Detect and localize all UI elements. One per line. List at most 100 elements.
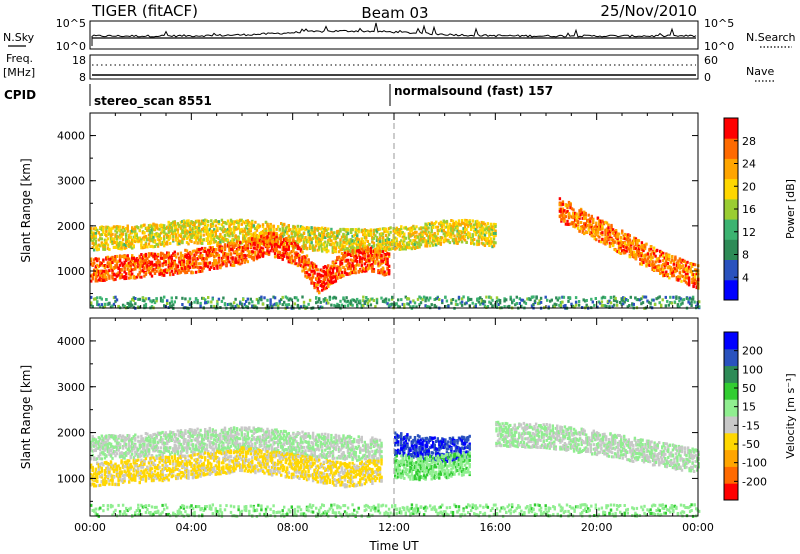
heatmap-cell bbox=[334, 240, 338, 244]
heatmap-cell bbox=[325, 234, 328, 238]
heatmap-cell bbox=[272, 230, 275, 234]
heatmap-cell bbox=[173, 250, 176, 254]
heatmap-cell bbox=[125, 275, 128, 279]
heatmap-cell bbox=[333, 249, 336, 253]
heatmap-cell bbox=[226, 241, 230, 244]
heatmap-cell bbox=[318, 291, 321, 295]
heatmap-cell bbox=[416, 235, 420, 239]
heatmap-cell bbox=[105, 298, 108, 301]
heatmap-cell bbox=[257, 226, 260, 230]
heatmap-cell bbox=[117, 242, 120, 246]
heatmap-cell bbox=[181, 296, 184, 300]
heatmap-cell bbox=[286, 231, 289, 235]
heatmap-cell bbox=[222, 225, 225, 229]
heatmap-cell bbox=[473, 238, 476, 241]
beam-title: Beam 03 bbox=[361, 4, 428, 22]
heatmap-cell bbox=[226, 232, 230, 236]
heatmap-cell bbox=[339, 248, 342, 252]
heatmap-cell bbox=[121, 226, 125, 230]
heatmap-cell bbox=[278, 251, 281, 254]
heatmap-cell bbox=[243, 221, 246, 225]
heatmap-cell bbox=[448, 241, 452, 245]
heatmap-cell bbox=[166, 299, 169, 303]
heatmap-cell bbox=[607, 223, 610, 227]
heatmap-cell bbox=[308, 245, 312, 249]
heatmap-cell bbox=[327, 232, 330, 235]
heatmap-cell bbox=[166, 233, 169, 237]
heatmap-cell bbox=[313, 226, 316, 230]
heatmap-cell bbox=[93, 248, 96, 252]
heatmap-cell bbox=[354, 271, 357, 275]
heatmap-cell bbox=[257, 224, 260, 228]
heatmap-cell bbox=[368, 242, 371, 246]
heatmap-cell bbox=[223, 234, 227, 237]
heatmap-cell bbox=[255, 234, 259, 237]
heatmap-cell bbox=[96, 248, 99, 251]
heatmap-cell bbox=[102, 245, 105, 249]
heatmap-cell bbox=[217, 260, 221, 264]
heatmap-cell bbox=[128, 242, 131, 246]
heatmap-cell bbox=[228, 222, 231, 226]
heatmap-cell bbox=[237, 225, 240, 229]
heatmap-cell bbox=[492, 244, 496, 248]
heatmap-cell bbox=[340, 261, 344, 265]
heatmap-cell bbox=[330, 243, 333, 247]
heatmap-cell bbox=[671, 255, 674, 259]
heatmap-cell bbox=[202, 229, 205, 233]
heatmap-cell bbox=[155, 242, 158, 246]
heatmap-cell bbox=[631, 242, 634, 245]
heatmap-cell bbox=[114, 246, 117, 249]
heatmap-cell bbox=[251, 225, 254, 229]
heatmap-cell bbox=[210, 240, 213, 243]
heatmap-cell bbox=[318, 246, 321, 250]
heatmap-cell bbox=[252, 234, 255, 238]
heatmap-cell bbox=[147, 238, 151, 242]
heatmap-cell bbox=[158, 238, 161, 242]
heatmap-cell bbox=[351, 303, 354, 307]
heatmap-cell bbox=[283, 229, 286, 233]
heatmap-cell bbox=[96, 228, 99, 232]
heatmap-cell bbox=[231, 237, 234, 241]
heatmap-cell bbox=[318, 227, 321, 230]
heatmap-cell bbox=[91, 231, 94, 235]
heatmap-cell bbox=[132, 244, 135, 248]
heatmap-cell bbox=[608, 233, 612, 237]
heatmap-cell bbox=[223, 303, 227, 307]
heatmap-cell bbox=[302, 247, 306, 250]
heatmap-cell bbox=[290, 232, 293, 235]
heatmap-cell bbox=[628, 234, 631, 238]
heatmap-cells bbox=[90, 197, 701, 310]
heatmap-cell bbox=[366, 246, 369, 250]
heatmap-cell bbox=[166, 242, 169, 246]
heatmap-cell bbox=[158, 233, 161, 237]
heatmap-cell bbox=[141, 246, 145, 250]
heatmap-cell bbox=[96, 296, 99, 300]
heatmap-cell bbox=[181, 220, 184, 223]
heatmap-cell bbox=[430, 230, 433, 234]
heatmap-cell bbox=[353, 249, 356, 253]
heatmap-cell bbox=[173, 229, 176, 233]
heatmap-cell bbox=[202, 219, 205, 223]
nsky-tick-bottom: 10^0 bbox=[56, 40, 86, 53]
heatmap-cell bbox=[272, 232, 275, 236]
heatmap-cell bbox=[179, 240, 183, 244]
heatmap-cell bbox=[289, 239, 292, 243]
heatmap-cell bbox=[315, 238, 318, 242]
heatmap-cell bbox=[137, 236, 140, 240]
heatmap-cell bbox=[305, 246, 309, 250]
heatmap-cell bbox=[354, 238, 357, 242]
heatmap-cell bbox=[188, 231, 192, 235]
heatmap-cell bbox=[150, 234, 154, 238]
heatmap-cell bbox=[228, 234, 231, 238]
heatmap-cell bbox=[280, 222, 283, 225]
heatmap-cell bbox=[194, 261, 198, 265]
heatmap-cell bbox=[637, 239, 641, 243]
heatmap-cell bbox=[158, 241, 161, 244]
heatmap-cell bbox=[245, 234, 248, 238]
heatmap-cell bbox=[93, 234, 96, 238]
heatmap-cell bbox=[220, 218, 224, 222]
heatmap-cell bbox=[163, 235, 166, 239]
heatmap-cell bbox=[213, 237, 216, 241]
heatmap-cell bbox=[129, 235, 132, 239]
heatmap-cell bbox=[99, 244, 102, 248]
